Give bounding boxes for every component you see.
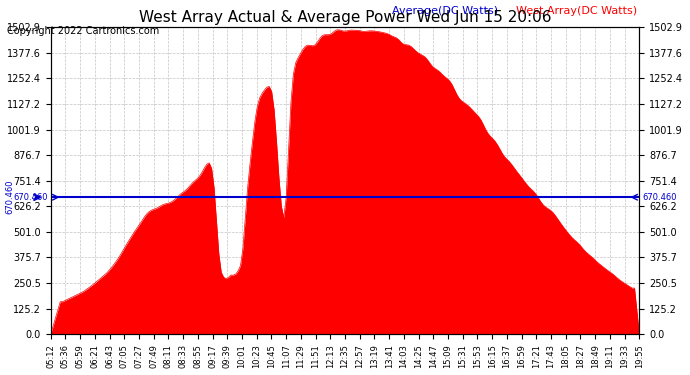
Text: 670.460: 670.460 [13,193,48,202]
Text: 670.460: 670.460 [642,193,677,202]
Title: West Array Actual & Average Power Wed Jun 15 20:06: West Array Actual & Average Power Wed Ju… [139,10,551,25]
Text: Average(DC Watts): Average(DC Watts) [392,6,498,16]
Text: West Array(DC Watts): West Array(DC Watts) [515,6,637,16]
Text: Copyright 2022 Cartronics.com: Copyright 2022 Cartronics.com [7,26,159,36]
Text: 670.460: 670.460 [5,180,14,214]
